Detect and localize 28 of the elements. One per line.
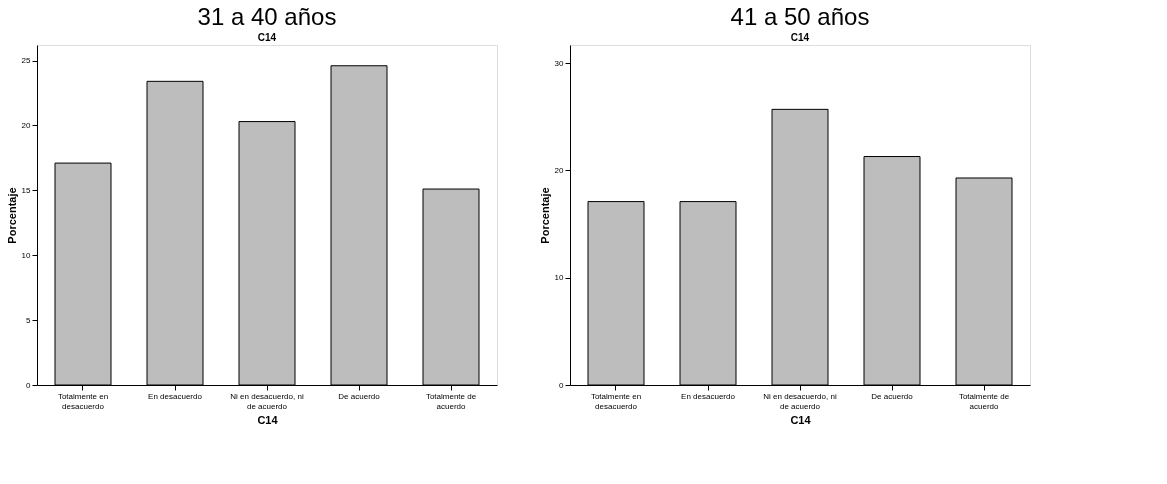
y-tick-label: 0 [26,380,32,390]
x-tick-label: De acuerdo [871,391,914,401]
y-tick-label: 30 [554,58,565,68]
x-tick-label: Ni en desacuerdo, ni de acuerdo [230,391,304,411]
y-tick-label: 20 [554,165,565,175]
x-tick-label: De acuerdo [338,391,381,401]
x-tick-label: Totalmente en desacuerdo [57,391,109,411]
chart-title: 31 a 40 años [197,3,337,30]
chart-title: 41 a 50 años [730,3,870,30]
x-tick-label: Totalmente en desacuerdo [590,391,642,411]
x-tick-label: Totalmente de acuerdo [958,391,1010,411]
x-tick-label: Ni en desacuerdo, ni de acuerdo [763,391,837,411]
x-tick-label: En desacuerdo [681,391,736,401]
x-tick-label: En desacuerdo [148,391,203,401]
y-tick-label: 10 [554,273,565,283]
chart-subtitle: C14 [257,32,277,43]
x-axis-title: C14 [790,413,812,426]
y-tick-label: 20 [21,120,32,130]
y-tick-label: 25 [21,56,32,66]
chart-subtitle: C14 [790,32,810,43]
y-tick-label: 5 [26,315,32,325]
y-tick-label: 15 [21,185,32,195]
y-axis-title: Porcentaje [5,187,18,244]
x-tick-label: Totalmente de acuerdo [425,391,477,411]
y-axis-title: Porcentaje [538,187,551,244]
y-tick-label: 0 [559,380,565,390]
x-axis-title: C14 [257,413,279,426]
y-tick-label: 10 [21,250,32,260]
